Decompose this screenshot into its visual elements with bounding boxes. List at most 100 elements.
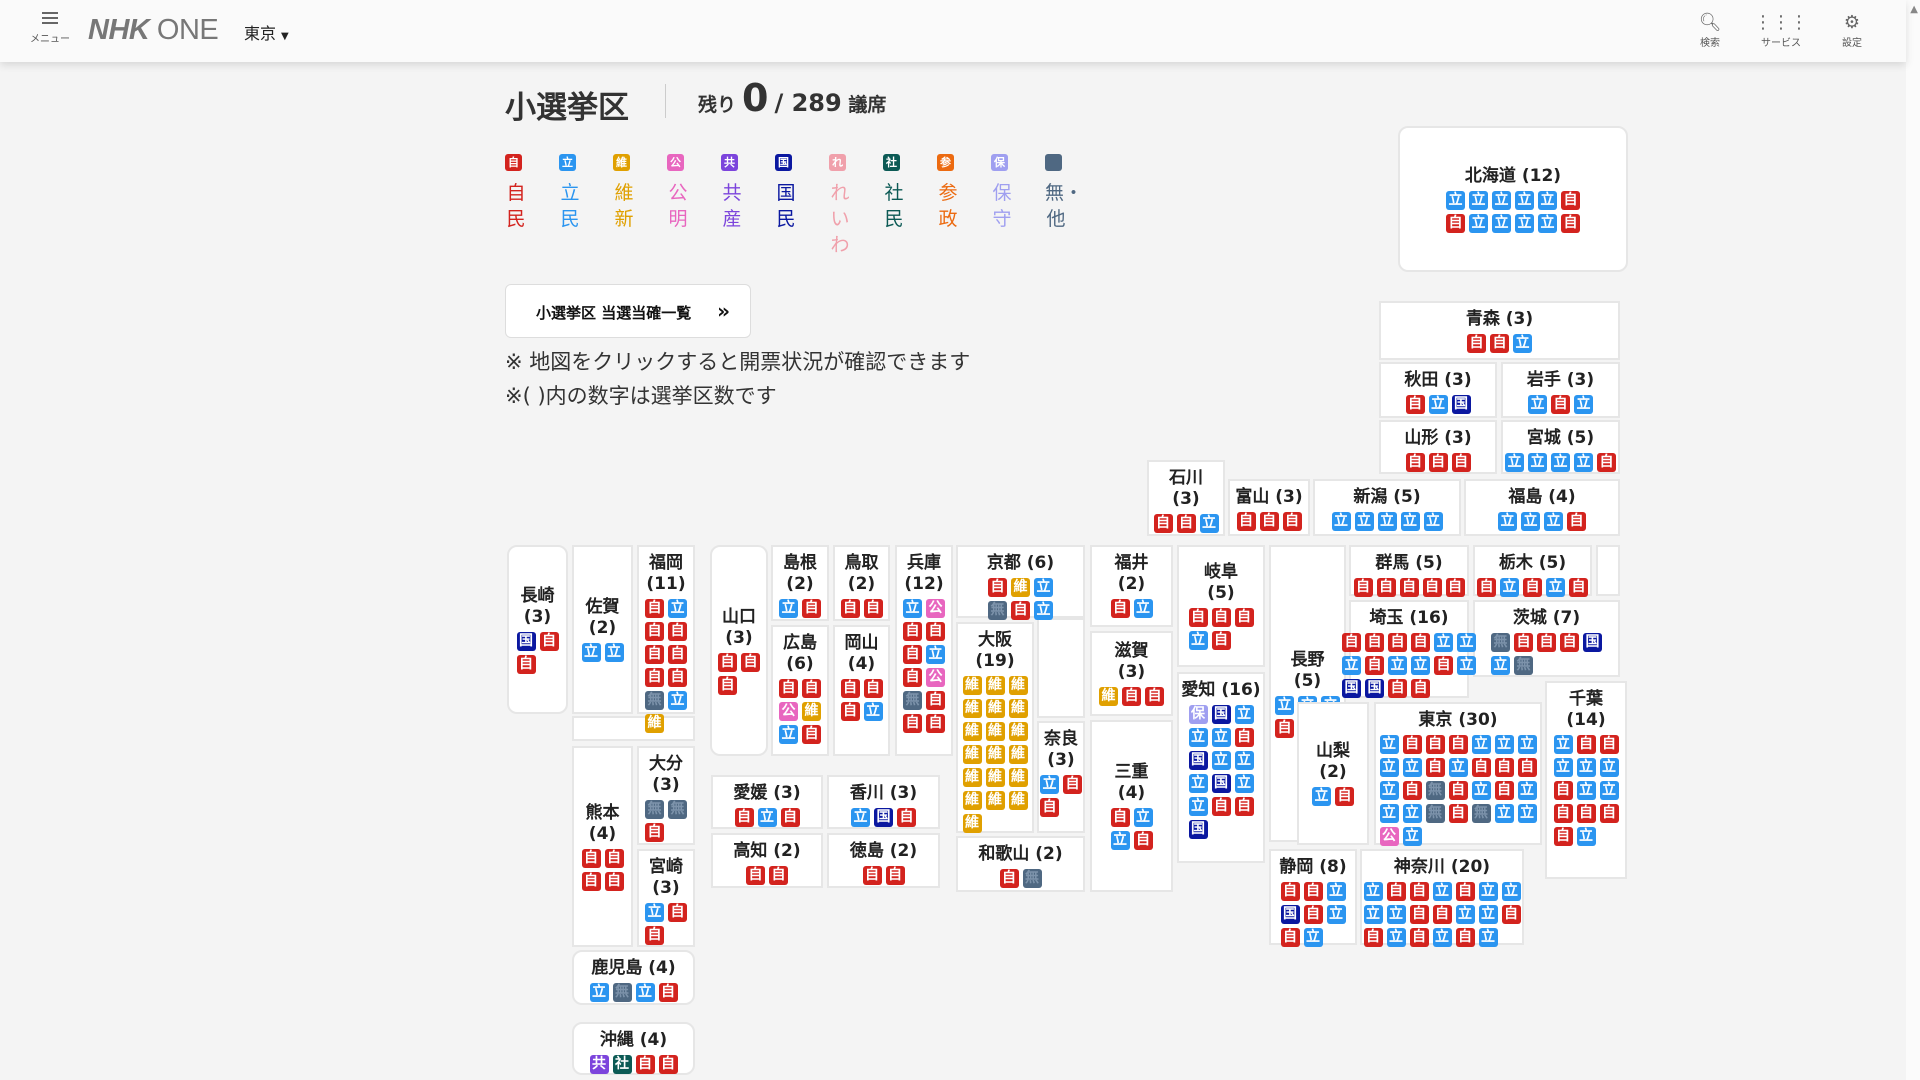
result-badges: 自自自: [1236, 512, 1302, 531]
prefecture-tile[interactable]: 新潟 (5) 立立立立立: [1313, 479, 1461, 536]
party-badge-icon: 立: [926, 645, 945, 664]
hamburger-icon: [42, 12, 58, 24]
party-badge-icon: 立: [1553, 758, 1573, 777]
search-button[interactable]: 🔍︎ 検索: [1680, 12, 1740, 49]
legend-item: 公公明: [667, 154, 721, 258]
party-badge-icon: 自: [539, 631, 559, 651]
prefecture-tile[interactable]: 山形 (3) 自自自: [1379, 420, 1497, 474]
party-badge-icon: 維: [962, 745, 982, 764]
prefecture-tile[interactable]: 三重 (4) 自立立自: [1090, 720, 1173, 892]
party-badge-icon: 立: [1517, 781, 1537, 800]
region-selector[interactable]: 東京 ▼: [244, 20, 289, 44]
prefecture-label: 福井: [1114, 553, 1149, 573]
prefecture-label: 茨城: [1512, 608, 1547, 628]
district-count: 3: [781, 783, 793, 803]
prefecture-tile[interactable]: 愛媛 (3) 自立自: [711, 775, 823, 829]
party-badge-icon: 立: [1469, 190, 1488, 210]
prefecture-tile[interactable]: 青森 (3) 自自立: [1379, 301, 1620, 360]
prefecture-tile[interactable]: 岡山 (4) 自自自立: [833, 625, 890, 756]
prefecture-tile[interactable]: 福井 (2) 自立: [1090, 545, 1173, 627]
prefecture-tile[interactable]: 香川 (3) 立国自: [827, 775, 940, 829]
prefecture-tile[interactable]: 山梨 (2) 立自: [1297, 702, 1369, 845]
prefecture-tile[interactable]: 東京 (30) 立自自自立立立立立自立自自自立自無自立自立立立無自無立立公立: [1374, 702, 1542, 846]
prefecture-tile[interactable]: 石川 (3) 自自立: [1147, 460, 1225, 536]
party-badge-icon: 維: [1008, 676, 1028, 695]
party-badge-icon: 保: [1188, 705, 1208, 724]
prefecture-label: 長崎: [520, 585, 555, 606]
party-badge-icon: 自: [1399, 578, 1419, 597]
party-badge-icon: 自: [1553, 827, 1573, 846]
prefecture-tile[interactable]: 長崎 (3) 国自自: [507, 545, 568, 714]
settings-button[interactable]: ⚙ 設定: [1822, 12, 1882, 49]
prefecture-tile[interactable]: 千葉 (14) 立自自立立立自立立自自自自立: [1545, 681, 1627, 879]
party-badge-icon: 自: [802, 599, 821, 618]
party-badge-icon: 立: [1234, 751, 1254, 770]
prefecture-label: 埼玉: [1369, 608, 1404, 628]
result-badges: 自維立無自立: [988, 578, 1053, 620]
prefecture-tile[interactable]: 岐阜 (5) 自自自立自: [1177, 545, 1265, 667]
prefecture-tile[interactable]: 和歌山 (2) 自無: [956, 836, 1085, 892]
prefecture-tile[interactable]: 大阪 (19) 維維維維維維維維維維維維維維維維維維維: [956, 622, 1034, 833]
menu-button[interactable]: メニュー: [28, 12, 72, 45]
prefecture-name: 滋賀 (3): [1114, 641, 1149, 682]
party-badge-icon: 自: [903, 668, 922, 687]
prefecture-tile[interactable]: 滋賀 (3) 維自自: [1090, 631, 1173, 716]
prefecture-tile[interactable]: 広島 (6) 自自公維立自: [771, 625, 829, 756]
prefecture-tile[interactable]: 高知 (2) 自自: [711, 833, 823, 888]
prefecture-name: 和歌山 (2): [978, 844, 1063, 864]
prefecture-tile[interactable]: 秋田 (3) 自立国: [1379, 362, 1497, 418]
party-badge-icon: 立: [1494, 804, 1514, 823]
district-count: 4: [656, 958, 668, 978]
prefecture-tile[interactable]: 沖縄 (4) 共社自自: [572, 1022, 695, 1075]
prefecture-label: 群馬: [1375, 553, 1410, 573]
prefecture-tile[interactable]: 福島 (4) 立立立自: [1464, 479, 1620, 536]
party-badge-icon: 立: [1553, 735, 1573, 754]
party-badge-icon: 社: [883, 154, 900, 171]
prefecture-tile[interactable]: 宮城 (5) 立立立立自: [1501, 420, 1620, 474]
scroll-up-arrow-icon[interactable]: ▲: [1910, 4, 1918, 15]
prefecture-tile[interactable]: 熊本 (4) 自自自自: [572, 746, 633, 947]
prefecture-tile[interactable]: 愛知 (16) 保国立立立自国立立立国立立自自国: [1177, 672, 1265, 863]
party-badge-icon: 立: [1133, 599, 1153, 618]
prefecture-tile[interactable]: 鳥取 (2) 自自: [833, 545, 890, 621]
services-button[interactable]: ⋮⋮⋮ サービス: [1751, 12, 1811, 49]
party-badge-icon: 自: [668, 668, 687, 687]
prefecture-tile[interactable]: 兵庫 (12) 立公自自自立自公無自自自: [895, 545, 953, 756]
legend-item: 立立民: [559, 154, 613, 258]
party-badge-icon: 維: [1008, 768, 1028, 787]
nhk-one-logo[interactable]: NHK ONE: [88, 14, 219, 47]
party-badge-icon: 共: [589, 1055, 609, 1074]
prefecture-tile[interactable]: 静岡 (8) 自自立国自立自立: [1269, 849, 1357, 947]
prefecture-tile[interactable]: 島根 (2) 立自: [771, 545, 829, 621]
prefecture-tile[interactable]: 神奈川 (20) 立自自立自立立立立自自立立自自立自立自立: [1360, 849, 1524, 947]
prefecture-tile[interactable]: 山口 (3) 自自自: [710, 545, 768, 756]
prefecture-tile[interactable]: 宮崎 (3) 立自自: [637, 849, 695, 947]
prefecture-tile[interactable]: 鹿児島 (4) 立無立自: [572, 950, 695, 1005]
party-badge-icon: 自: [1386, 882, 1406, 901]
prefecture-tile[interactable]: 埼玉 (16) 自自自自立立立自立立自立国国自自: [1342, 600, 1476, 698]
prefecture-label: 栃木: [1498, 553, 1533, 573]
party-badge-icon: 自: [645, 622, 664, 641]
scrollbar[interactable]: ▲: [1906, 0, 1920, 1080]
prefecture-tile[interactable]: 大分 (3) 無無自: [637, 746, 695, 845]
prefecture-tile[interactable]: 佐賀 (2) 立立: [572, 545, 633, 714]
prefecture-tile[interactable]: 群馬 (5) 自自自自自: [1349, 545, 1469, 597]
party-badge-icon: 維: [962, 768, 982, 787]
prefecture-tile[interactable]: 岩手 (3) 立自立: [1501, 362, 1620, 418]
party-badge-icon: 国: [1188, 751, 1208, 770]
prefecture-tile[interactable]: 栃木 (5) 自立自立自: [1473, 545, 1592, 597]
prefecture-tile[interactable]: 福岡 (11) 自立自自自自自自無立維: [637, 545, 695, 733]
prefecture-tile[interactable]: 富山 (3) 自自自: [1228, 479, 1310, 536]
prefecture-tile[interactable]: 奈良 (3) 立自自: [1037, 721, 1085, 833]
prefecture-tile[interactable]: 京都 (6) 自維立無自立: [956, 545, 1085, 620]
prefecture-tile[interactable]: 徳島 (2) 自自: [827, 833, 940, 888]
prefecture-tile[interactable]: 北海道 (12) 立立立立立自自立立立立自: [1398, 126, 1628, 272]
prefecture-tile[interactable]: 茨城 (7) 無自自自国立無: [1473, 600, 1620, 677]
district-count: 8: [1327, 857, 1339, 877]
party-badge-icon: 無: [1425, 804, 1445, 823]
winners-list-button[interactable]: 小選挙区 当選当確一覧 »: [505, 284, 751, 338]
party-badge-icon: 自: [885, 866, 905, 885]
prefecture-label: 岡山: [844, 633, 879, 653]
party-badge-icon: 自: [1448, 735, 1468, 754]
party-badge-icon: 自: [1467, 334, 1486, 353]
